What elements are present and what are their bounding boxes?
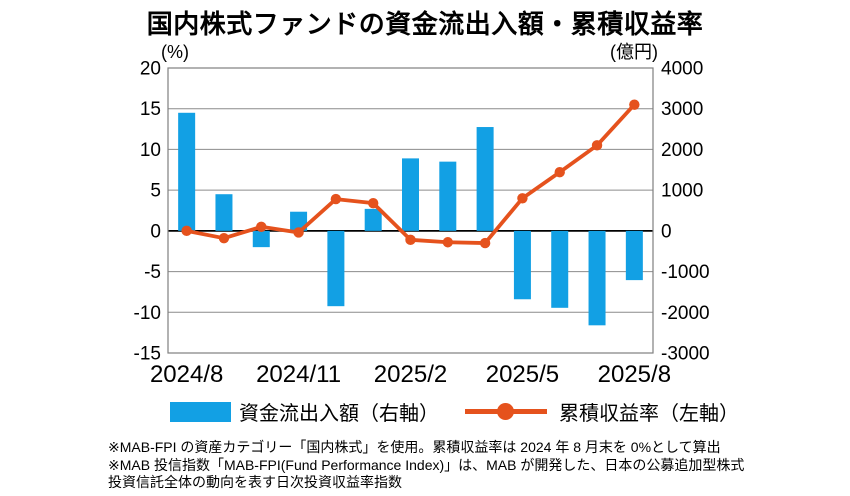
line-point-2024/9 (218, 232, 230, 244)
bar-2024/8 (178, 112, 196, 231)
line-series-marker (497, 403, 514, 420)
line-point-2024/11 (293, 227, 304, 238)
right-axis-tick-label: -3000 (661, 344, 710, 365)
left-axis-unit-label: (%) (161, 42, 189, 62)
right-axis-tick-label: 1000 (661, 181, 703, 202)
legend-item-cumulative-return: 累積収益率（左軸） (465, 397, 739, 426)
left-axis-tick-label: -15 (134, 344, 161, 365)
line-point-2025/6 (554, 167, 565, 178)
bar-2024/9 (215, 194, 233, 231)
legend-label-cumulative-return: 累積収益率（左軸） (559, 403, 739, 425)
legend: 資金流出入額（右軸） 累積収益率（左軸） (170, 397, 739, 426)
bar-2024/11 (290, 211, 308, 231)
bar-2025/1 (364, 208, 382, 231)
line-point-2025/1 (367, 197, 379, 209)
bar-2024/12 (327, 230, 345, 307)
line-point-2024/10 (256, 221, 267, 232)
footnote-line-3: 投資信託全体の動向を表す日次投資収益率指数 (108, 474, 402, 490)
right-axis-tick-label: -1000 (661, 262, 710, 283)
line-point-2025/5 (517, 193, 528, 204)
left-axis-tick-label: 10 (140, 140, 161, 161)
right-axis-tick-label: -2000 (661, 303, 710, 324)
bar-2025/2 (402, 158, 419, 231)
line-point-2025/4 (479, 237, 491, 249)
bar-series-swatch (170, 401, 231, 422)
x-axis-tick-label: 2025/5 (486, 361, 559, 388)
legend-label-fund-flows: 資金流出入額（右軸） (239, 403, 439, 425)
line-point-2025/8 (629, 99, 640, 110)
line-point-2025/7 (591, 140, 603, 151)
left-axis-tick-label: 5 (150, 181, 161, 202)
x-axis-tick-label: 2025/8 (598, 361, 671, 388)
bar-2025/3 (439, 161, 457, 231)
right-axis-tick-label: 0 (661, 221, 672, 242)
bar-2024/10 (252, 230, 270, 248)
legend-item-fund-flows: 資金流出入額（右軸） (170, 397, 439, 426)
bar-2025/8 (625, 230, 643, 281)
x-axis-tick-label: 2024/11 (256, 361, 341, 388)
bar-2025/6 (551, 230, 569, 308)
line-point-2024/12 (330, 193, 342, 205)
bar-2025/7 (588, 230, 606, 326)
footnote-line-1: ※MAB-FPI の資産カテゴリー「国内株式」を使用。累積収益率は 2024 年… (108, 439, 721, 455)
left-axis-tick-label: 0 (150, 221, 161, 242)
plot-border (167, 67, 654, 354)
line-point-2025/3 (442, 237, 454, 248)
line-series-swatch (465, 403, 547, 420)
left-axis-tick-label: -5 (144, 262, 161, 283)
right-axis-tick-label: 3000 (661, 99, 703, 120)
left-axis-tick-label: 15 (140, 99, 161, 120)
line-point-2025/2 (405, 234, 416, 246)
x-axis-tick-label: 2024/8 (150, 361, 223, 388)
bar-2025/4 (476, 127, 494, 231)
right-axis-tick-label: 4000 (661, 59, 703, 80)
left-axis-tick-label: -10 (134, 303, 161, 324)
footnotes: ※MAB-FPI の資産カテゴリー「国内株式」を使用。累積収益率は 2024 年… (108, 439, 788, 492)
chart-title: 国内株式ファンドの資金流出入額・累積収益率 (146, 9, 704, 39)
line-point-2024/8 (181, 225, 192, 237)
left-axis-tick-label: 20 (140, 59, 161, 80)
right-axis-unit-label: (億円) (610, 42, 658, 62)
right-axis-tick-label: 2000 (661, 140, 703, 161)
bar-2025/5 (513, 230, 531, 300)
x-axis-tick-label: 2025/2 (374, 361, 447, 388)
footnote-line-2: ※MAB 投信指数「MAB-FPI(Fund Performance Index… (108, 456, 745, 473)
